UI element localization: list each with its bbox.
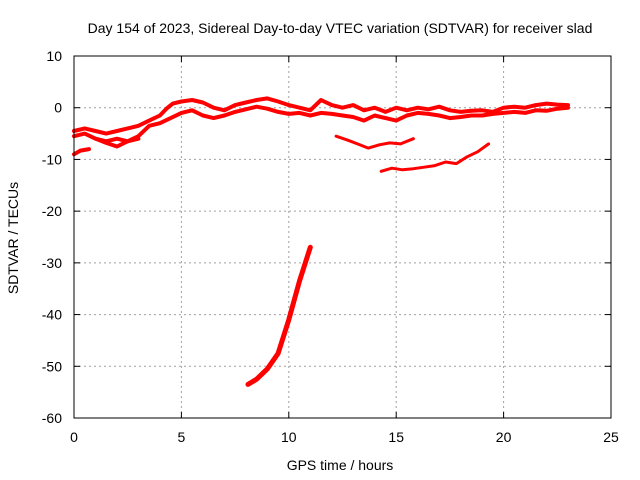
y-tick-label: 0 (54, 100, 62, 116)
x-tick-label: 10 (281, 429, 297, 445)
x-tick-label: 5 (178, 429, 186, 445)
series-main-band-lower (72, 104, 570, 144)
grid-lines (74, 56, 611, 418)
series-start-segment (72, 147, 91, 157)
y-tick-label: -40 (42, 307, 62, 323)
series-early-dip (93, 136, 141, 149)
x-axis-title: GPS time / hours (287, 457, 394, 473)
chart-title: Day 154 of 2023, Sidereal Day-to-day VTE… (88, 20, 593, 36)
series-steep-segment (245, 244, 313, 387)
plot-frame (73, 55, 612, 419)
y-tick-label: -50 (42, 358, 62, 374)
series-main-band-upper (72, 96, 570, 136)
series-middle-segment (334, 134, 415, 150)
axis-ticks: 0 5 10 15 20 25 -60 -50 -40 -30 -20 -10 0 10 (42, 48, 619, 445)
y-tick-label: -10 (42, 151, 62, 167)
series-late-segment (379, 142, 491, 173)
data-series (72, 96, 570, 387)
y-tick-label: -60 (42, 410, 62, 426)
x-tick-label: 15 (388, 429, 404, 445)
x-tick-label: 0 (70, 429, 78, 445)
y-tick-label: -20 (42, 203, 62, 219)
y-axis-title: SDTVAR / TECUs (5, 182, 21, 294)
y-tick-label: 10 (46, 48, 62, 64)
y-tick-label: -30 (42, 255, 62, 271)
x-tick-label: 25 (603, 429, 619, 445)
x-tick-label: 20 (496, 429, 512, 445)
